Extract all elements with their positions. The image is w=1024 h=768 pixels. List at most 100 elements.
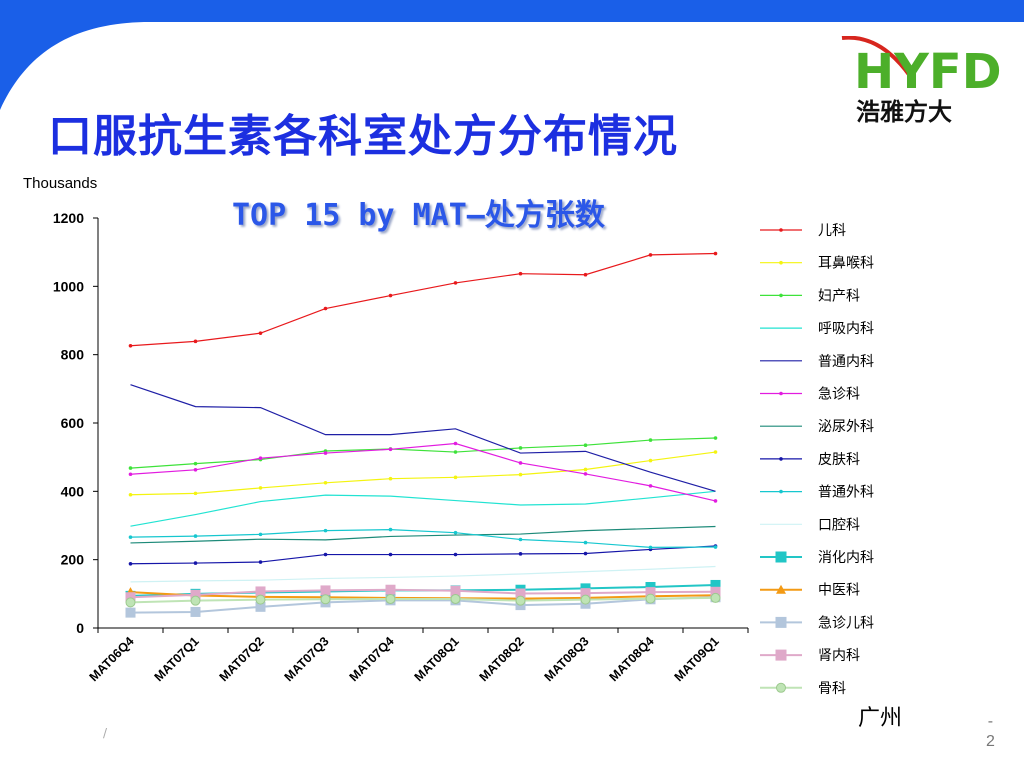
legend-item: 急诊科 xyxy=(760,387,860,403)
data-point xyxy=(779,457,783,461)
header-band-shape xyxy=(0,0,1024,110)
data-point xyxy=(255,586,266,597)
legend-label: 口腔科 xyxy=(818,517,860,533)
legend-item: 普通外科 xyxy=(760,485,874,501)
series-3 xyxy=(130,490,716,527)
data-point xyxy=(710,579,721,590)
series-4 xyxy=(130,384,716,492)
y-tick-label: 400 xyxy=(61,483,85,499)
data-point xyxy=(583,272,588,277)
data-point xyxy=(779,228,783,232)
y-tick-label: 1000 xyxy=(53,278,84,294)
data-point xyxy=(648,438,653,442)
logo-text: 浩雅方大 xyxy=(856,98,952,126)
data-point xyxy=(125,607,136,618)
data-point xyxy=(453,441,458,446)
data-point xyxy=(518,461,523,465)
data-point xyxy=(518,537,523,542)
data-point xyxy=(453,552,458,557)
legend-item: 急诊儿科 xyxy=(760,615,874,631)
data-point xyxy=(388,447,393,452)
data-point xyxy=(128,466,133,470)
y-tick-label: 200 xyxy=(61,552,85,568)
x-tick-label: MAT08Q3 xyxy=(542,634,592,684)
data-point xyxy=(775,649,787,661)
data-point xyxy=(776,682,786,693)
data-point xyxy=(258,456,263,460)
data-point xyxy=(779,260,783,265)
page-number-value: 2 xyxy=(986,733,995,750)
data-point xyxy=(583,467,588,472)
series-9 xyxy=(130,565,716,583)
company-logo: HYFD xyxy=(840,35,1005,126)
series-7 xyxy=(128,544,718,566)
city-label: 广州 xyxy=(858,706,903,731)
series-line xyxy=(130,588,716,599)
data-point xyxy=(713,251,718,256)
legend-item: 妇产科 xyxy=(760,287,860,304)
data-point xyxy=(193,534,198,538)
legend-item: 呼吸内科 xyxy=(760,321,874,337)
data-point xyxy=(385,593,396,604)
series-14 xyxy=(125,592,721,608)
legend-label: 泌尿外科 xyxy=(818,419,874,435)
data-point xyxy=(320,585,331,596)
data-point xyxy=(453,530,458,535)
data-point xyxy=(255,594,266,605)
logo-letters: HYFD xyxy=(854,44,1002,96)
y-tick-label: 1200 xyxy=(53,210,84,226)
x-tick-label: MAT09Q1 xyxy=(672,634,722,684)
series-line xyxy=(130,490,716,527)
legend-label: 普通内科 xyxy=(818,354,874,370)
data-point xyxy=(713,450,718,454)
legend-item: 儿科 xyxy=(760,223,846,239)
data-point xyxy=(190,595,201,606)
data-point xyxy=(125,597,136,608)
y-unit-label: Thousands xyxy=(23,175,98,192)
data-point xyxy=(648,458,653,463)
data-point xyxy=(710,592,721,603)
data-point xyxy=(385,584,396,595)
data-point xyxy=(323,552,328,557)
y-tick-label: 600 xyxy=(61,415,85,431)
series-0 xyxy=(128,251,718,348)
series-8 xyxy=(128,527,718,550)
data-point xyxy=(128,472,133,477)
data-point xyxy=(323,528,328,533)
data-point xyxy=(779,293,783,298)
x-tick-label: MAT08Q4 xyxy=(607,634,657,684)
legend-label: 骨科 xyxy=(818,681,846,697)
series-line xyxy=(130,451,716,496)
data-point xyxy=(515,595,526,606)
legend-item: 口腔科 xyxy=(760,517,860,533)
series-6 xyxy=(130,525,716,544)
data-point xyxy=(645,582,656,592)
series-5 xyxy=(128,441,718,503)
series-line xyxy=(130,525,716,544)
page-number: - 2 xyxy=(986,712,995,752)
data-point xyxy=(648,253,653,257)
data-point xyxy=(453,450,458,454)
data-point xyxy=(518,552,523,556)
data-point xyxy=(776,584,786,594)
series-line xyxy=(130,252,716,347)
legend-label: 普通外科 xyxy=(818,485,874,501)
data-point xyxy=(193,491,198,496)
header-band xyxy=(0,0,1024,110)
data-point xyxy=(580,588,591,599)
data-point xyxy=(258,532,263,537)
data-point xyxy=(388,552,393,557)
data-point xyxy=(580,594,591,605)
chart-legend: 儿科耳鼻喉科妇产科呼吸内科普通内科急诊科泌尿外科皮肤科普通外科口腔科消化内科中医… xyxy=(760,223,874,697)
legend-item: 消化内科 xyxy=(760,550,874,566)
footer-mark: / xyxy=(103,726,108,740)
series-line xyxy=(130,437,716,469)
x-tick-label: MAT08Q2 xyxy=(477,634,527,684)
y-tick-label: 0 xyxy=(76,620,84,636)
legend-item: 中医科 xyxy=(760,583,860,599)
data-point xyxy=(190,606,201,617)
data-point xyxy=(518,446,523,450)
series-line xyxy=(130,442,716,502)
data-point xyxy=(713,545,718,549)
